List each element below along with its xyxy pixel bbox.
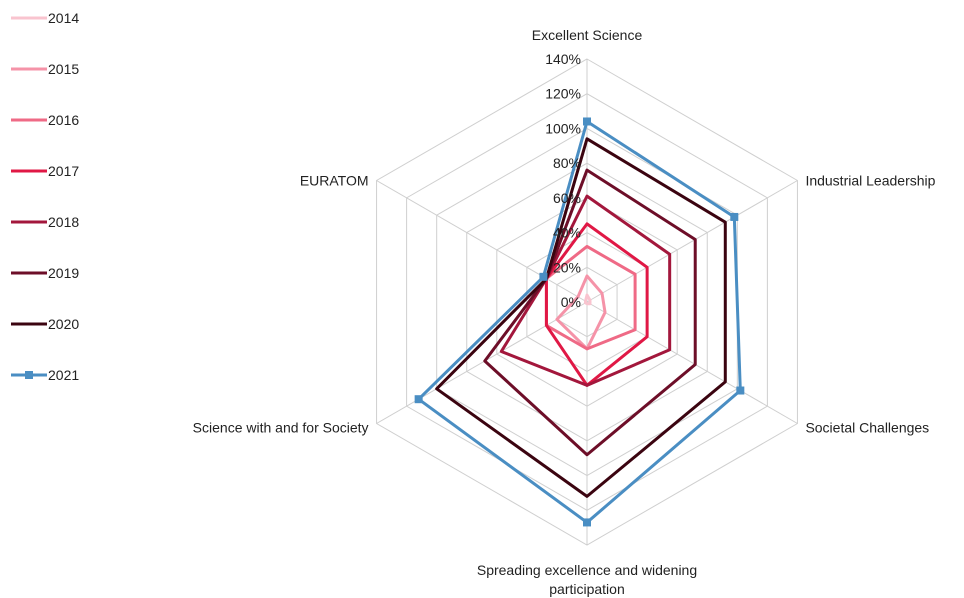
series-line-2014: [583, 293, 592, 306]
legend-swatch: [11, 169, 47, 173]
axis-label: Excellent Science: [532, 27, 643, 43]
spoke-1: [586, 180, 798, 303]
axis-label: EURATOM: [300, 173, 369, 189]
legend-label: 2018: [48, 214, 80, 230]
series-2014: [583, 293, 592, 306]
tick-label: 140%: [545, 51, 581, 67]
legend-swatch: [11, 67, 47, 71]
legend-swatch: [11, 371, 47, 379]
series-2015: [555, 274, 607, 351]
grid: [376, 58, 798, 546]
legend-label: 2019: [48, 265, 80, 281]
point-2021-1: [730, 212, 739, 221]
series-line-2019: [483, 168, 697, 457]
point-2021-3: [583, 518, 591, 527]
legend-item-2016: 2016: [10, 110, 79, 130]
legend-item-2021: 2021: [10, 365, 79, 385]
tick-label: 20%: [553, 259, 581, 275]
legend-swatch: [11, 118, 47, 122]
axis-labels: Excellent Science Industrial Leadership So…: [193, 27, 936, 597]
legend-label: 2021: [48, 367, 80, 383]
point-2021-5: [539, 272, 548, 281]
legend-swatch: [11, 271, 47, 275]
legend-label: 2017: [48, 163, 80, 179]
series-line-2015: [555, 274, 607, 351]
legend-label: 2016: [48, 112, 80, 128]
legend-item-2015: 2015: [10, 59, 79, 79]
legend-swatch: [11, 220, 47, 224]
legend-swatch: [11, 16, 47, 20]
legend-label: 2020: [48, 316, 80, 332]
spoke-2: [586, 301, 798, 424]
tick-label: 80%: [553, 155, 581, 171]
legend-item-2017: 2017: [10, 161, 79, 181]
legend-item-2019: 2019: [10, 263, 79, 283]
axis-label: Industrial Leadership: [805, 173, 935, 189]
tick-label: 100%: [545, 120, 581, 136]
axis-label: Spreading excellence and widening partici…: [477, 562, 697, 597]
tick-labels: 0% 20% 40% 60% 80% 100% 120% 140%: [545, 51, 581, 310]
legend-swatch: [11, 322, 47, 326]
tick-label: 120%: [545, 86, 581, 102]
legend-item-2020: 2020: [10, 314, 79, 334]
legend-item-2018: 2018: [10, 212, 79, 232]
legend-label: 2015: [48, 61, 80, 77]
axis-label: Societal Challenges: [805, 420, 929, 436]
legend-label: 2014: [48, 10, 80, 26]
point-2021-2: [736, 386, 745, 395]
spoke-5: [376, 180, 588, 303]
tick-label: 0%: [561, 294, 581, 310]
spoke-4: [376, 301, 588, 424]
axis-label: Science with and for Society: [193, 420, 369, 436]
series-2021: [414, 117, 745, 527]
tick-label: 40%: [553, 225, 581, 241]
point-2021-0: [583, 117, 591, 126]
series-2019: [483, 168, 697, 457]
tick-label: 60%: [553, 190, 581, 206]
point-2021-4: [414, 395, 423, 404]
legend-item-2014: 2014: [10, 8, 79, 28]
